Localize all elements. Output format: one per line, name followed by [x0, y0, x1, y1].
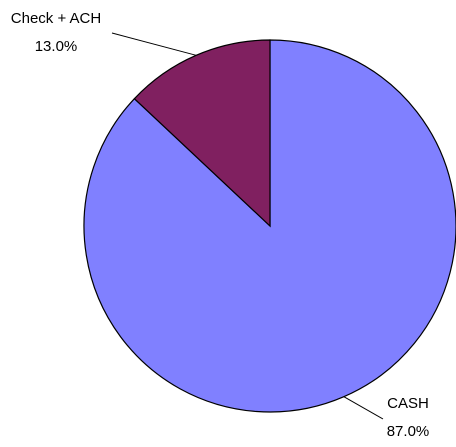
leader-line [343, 396, 384, 420]
slice-label: CASH [387, 395, 429, 412]
slice-value-label: 87.0% [387, 423, 430, 440]
pie-slice [133, 39, 271, 228]
slice-label: Check + ACH [11, 10, 101, 27]
leader-line [111, 32, 197, 56]
slice-value-label: 13.0% [35, 38, 78, 55]
